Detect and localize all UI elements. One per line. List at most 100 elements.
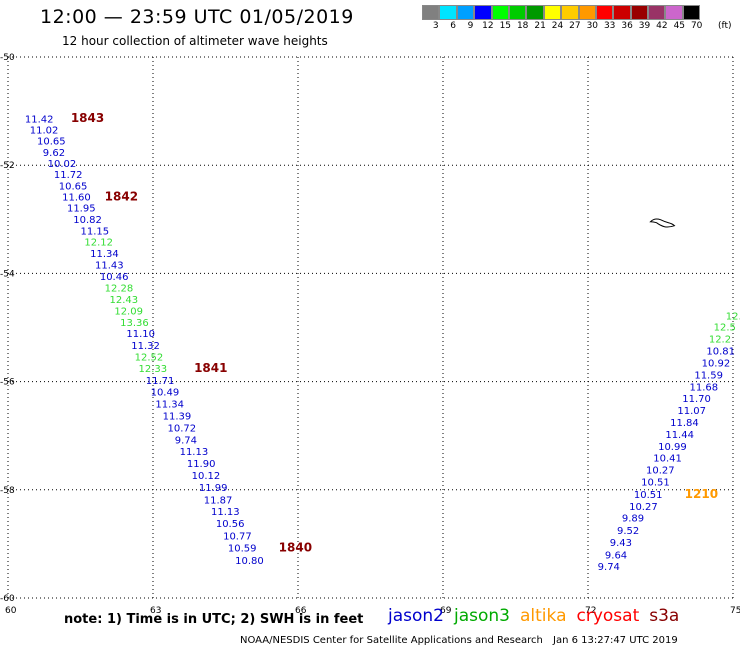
footer-note: note: 1) Time is in UTC; 2) SWH is in fe… xyxy=(64,612,364,627)
wave-height-value: 10.80 xyxy=(235,556,264,567)
latitude-tick-label: -58 xyxy=(0,486,15,496)
wave-height-value: 9.43 xyxy=(610,538,632,549)
wave-height-value: 10.65 xyxy=(37,137,66,148)
satellite-legend: jason2 jason3 altika cryosat s3a xyxy=(388,606,689,626)
footer-timestamp: Jan 6 13:27:47 UTC 2019 xyxy=(553,635,678,646)
satellite-legend-item: jason2 xyxy=(388,606,444,626)
colorbar-bin xyxy=(491,5,509,20)
colorbar-bin xyxy=(422,5,440,20)
wave-height-value: 10.41 xyxy=(653,454,682,465)
wave-height-value: 11.13 xyxy=(211,507,240,518)
colorbar-bin-label: 15 xyxy=(499,21,512,31)
wave-height-value: 10.51 xyxy=(641,477,670,488)
wave-height-value: 11.43 xyxy=(95,261,124,272)
wave-height-value: 10.56 xyxy=(216,519,245,530)
satellite-legend-item: cryosat xyxy=(576,606,640,626)
colorbar-bin-label: 18 xyxy=(516,21,529,31)
wave-height-value: 11.90 xyxy=(187,459,216,470)
wave-height-value: 11.70 xyxy=(682,394,711,405)
colorbar-bin-label: 27 xyxy=(569,21,581,31)
colorbar-bin xyxy=(613,5,631,20)
wave-height-value: 10.81 xyxy=(706,347,735,358)
wave-height-value: 12.28 xyxy=(105,283,134,294)
colorbar-bin-label: 70 xyxy=(690,21,703,31)
colorbar-bin-label: 24 xyxy=(551,21,564,31)
wave-height-value: 11.71 xyxy=(146,376,175,387)
wave-height-value: 10.92 xyxy=(702,358,731,369)
wave-height-value: 11.42 xyxy=(25,114,54,125)
wave-height-value: 11.15 xyxy=(81,226,110,237)
wave-height-value: 11.59 xyxy=(694,370,723,381)
colorbar-bin xyxy=(543,5,562,20)
colorbar-bin-label: 6 xyxy=(450,21,456,31)
longitude-tick-label: 69 xyxy=(440,606,452,616)
latitude-tick-label: -54 xyxy=(0,269,15,279)
wave-height-value: 11.13 xyxy=(180,447,209,458)
wave-height-value: 10.27 xyxy=(629,502,658,513)
latitude-tick-label: -52 xyxy=(0,161,15,171)
colorbar-bin-label: 42 xyxy=(656,21,668,31)
wave-height-value: 10.59 xyxy=(228,543,257,554)
wave-height-value: 11.34 xyxy=(90,249,119,260)
wave-height-value: 9.89 xyxy=(622,514,644,525)
longitude-tick-label: 63 xyxy=(150,606,161,616)
colorbar-bin-label: 33 xyxy=(603,21,616,31)
page-title: 12:00 — 23:59 UTC 01/05/2019 xyxy=(40,6,354,28)
colorbar-bin-label: 30 xyxy=(586,21,599,31)
wave-height-value: 10.46 xyxy=(100,272,129,283)
wave-height-value: 10.99 xyxy=(658,442,687,453)
wave-height-value: 12.33 xyxy=(139,364,168,375)
longitude-tick-label: 66 xyxy=(295,606,307,616)
wave-height-value: 10.12 xyxy=(192,471,221,482)
longitude-tick-label: 60 xyxy=(5,606,17,616)
wave-height-value: 10.65 xyxy=(59,182,88,193)
colorbar-bin-label: 12 xyxy=(482,21,494,31)
satellite-legend-item: altika xyxy=(520,606,567,626)
wave-height-value: 12.2 xyxy=(709,335,731,346)
colorbar-bin xyxy=(595,5,614,20)
colorbar-unit: (ft) xyxy=(718,21,732,31)
colorbar-bin xyxy=(665,5,683,20)
wave-height-value: 12.5 xyxy=(714,323,736,334)
wave-height-value: 12. xyxy=(726,311,740,322)
colorbar-bin xyxy=(456,5,475,20)
colorbar-bin xyxy=(474,5,492,20)
colorbar-bin xyxy=(630,5,649,20)
wave-height-value: 12.12 xyxy=(84,237,113,248)
wave-height-value: 10.72 xyxy=(168,423,197,434)
wave-height-value: 10.02 xyxy=(48,159,77,170)
satellite-legend-item: s3a xyxy=(649,606,680,626)
wave-height-value: 11.95 xyxy=(67,204,96,215)
colorbar-bin xyxy=(439,5,457,20)
wave-height-value: 11.32 xyxy=(131,341,160,352)
colorbar-bin-label: 36 xyxy=(621,21,633,31)
latitude-tick-label: -56 xyxy=(0,378,15,388)
colorbar-bin xyxy=(682,5,701,20)
wave-height-value: 11.84 xyxy=(670,418,699,429)
longitude-tick-label: 72 xyxy=(585,606,596,616)
wave-height-value: 11.72 xyxy=(54,170,83,181)
wave-height-value: 11.87 xyxy=(204,495,233,506)
wave-height-value: 9.74 xyxy=(175,435,197,446)
pass-time-label: 1843 xyxy=(71,111,104,125)
wave-height-value: 10.49 xyxy=(151,388,180,399)
wave-height-value: 11.10 xyxy=(126,329,155,340)
page-subtitle: 12 hour collection of altimeter wave hei… xyxy=(62,34,328,48)
colorbar-bin xyxy=(561,5,579,20)
wave-height-value: 11.39 xyxy=(163,411,192,422)
colorbar xyxy=(422,5,701,20)
satellite-legend-item: jason3 xyxy=(454,606,510,626)
colorbar-bin xyxy=(648,5,666,20)
latitude-tick-label: -60 xyxy=(0,594,15,604)
wave-height-value: 12.09 xyxy=(114,307,143,318)
colorbar-bin-label: 9 xyxy=(467,21,474,31)
wave-height-value: 12.43 xyxy=(110,295,139,306)
pass-time-label: 1210 xyxy=(685,487,718,501)
wave-height-value: 11.34 xyxy=(155,400,184,411)
colorbar-bin xyxy=(526,5,544,20)
wave-height-value: 12.52 xyxy=(135,353,164,364)
colorbar-bin xyxy=(578,5,596,20)
wave-height-value: 10.51 xyxy=(634,490,663,501)
wave-height-value: 10.77 xyxy=(223,532,252,543)
latitude-tick-label: -50 xyxy=(0,53,15,63)
